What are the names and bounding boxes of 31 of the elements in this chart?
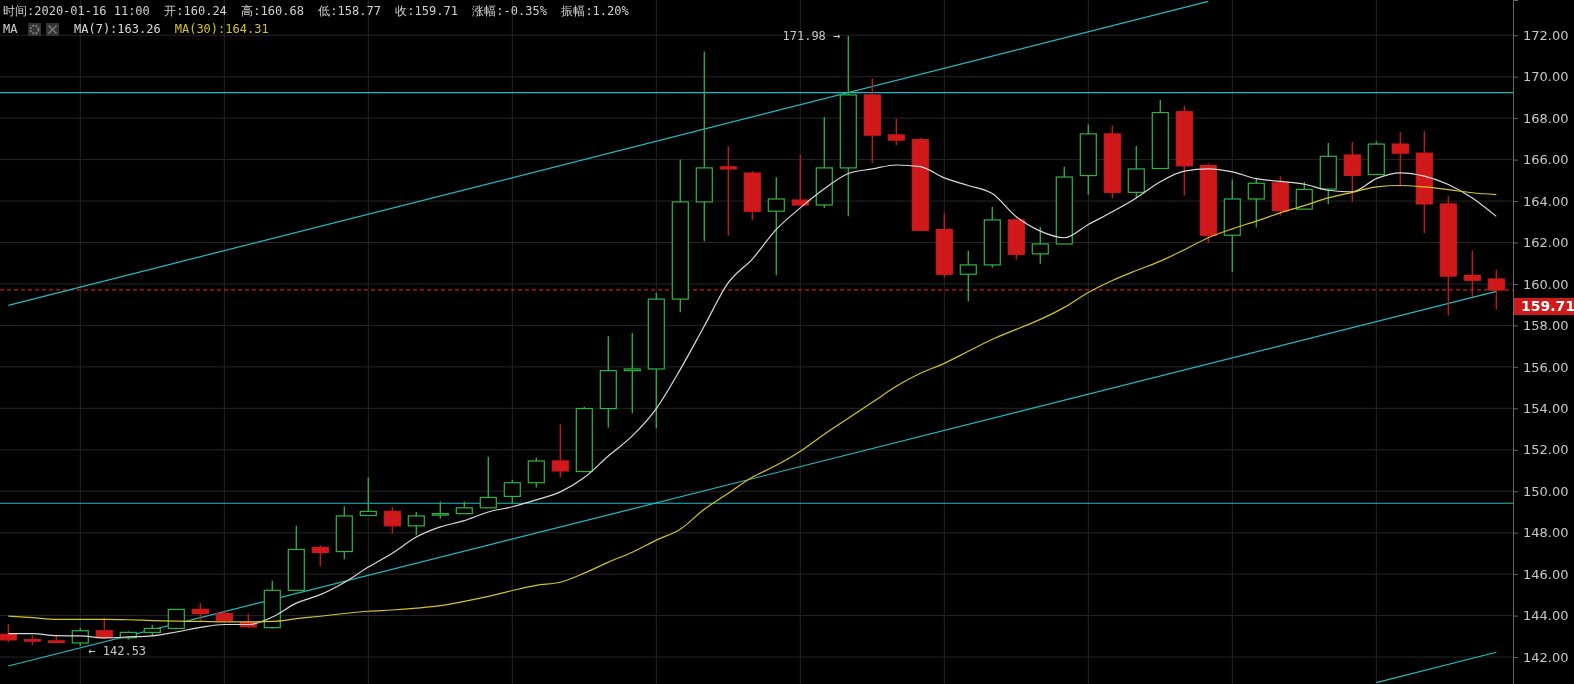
candlestick bbox=[767, 176, 785, 276]
y-tick-label: 144.00 bbox=[1523, 608, 1569, 624]
candlestick bbox=[695, 50, 713, 242]
text: MA(30):164.31 bbox=[174, 22, 269, 37]
y-tick-label: 148.00 bbox=[1523, 525, 1569, 541]
chart-title: 时间:2020-01-16 11:00 开:160.24 高:160.68 低:158.77 收:159.71 涨幅:-0.35% 振幅:1.20% bbox=[3, 4, 630, 19]
text: MA(7):163.26 bbox=[74, 22, 161, 37]
y-tick-label: 156.00 bbox=[1523, 359, 1569, 375]
y-tick-label: 150.00 bbox=[1523, 483, 1569, 499]
candlestick bbox=[599, 335, 617, 429]
ref-line-label: 159.71 bbox=[1521, 298, 1574, 315]
y-tick-label: 170.00 bbox=[1523, 69, 1569, 85]
y-tick-label: 166.00 bbox=[1523, 152, 1569, 168]
candlestick bbox=[623, 332, 641, 414]
y-tick-label: 160.00 bbox=[1523, 276, 1569, 292]
y-tick-label: 142.00 bbox=[1523, 649, 1569, 665]
annotation: 171.98 → bbox=[782, 28, 841, 43]
y-tick-label: 152.00 bbox=[1523, 442, 1569, 458]
candlestick bbox=[719, 145, 737, 237]
y-tick-label: 168.00 bbox=[1523, 110, 1569, 126]
y-tick-label: 172.00 bbox=[1523, 27, 1569, 43]
candlestick bbox=[839, 35, 857, 217]
y-tick-label: 158.00 bbox=[1523, 318, 1569, 334]
legend-title: MA bbox=[3, 22, 19, 37]
y-tick-label: 154.00 bbox=[1523, 400, 1569, 416]
annotation: ← 142.53 bbox=[88, 644, 147, 659]
candlestick bbox=[1415, 130, 1433, 234]
y-tick-label: 162.00 bbox=[1523, 235, 1569, 251]
y-tick-label: 164.00 bbox=[1523, 193, 1569, 209]
candlestick bbox=[1223, 178, 1241, 273]
y-tick-label: 146.00 bbox=[1523, 566, 1569, 582]
